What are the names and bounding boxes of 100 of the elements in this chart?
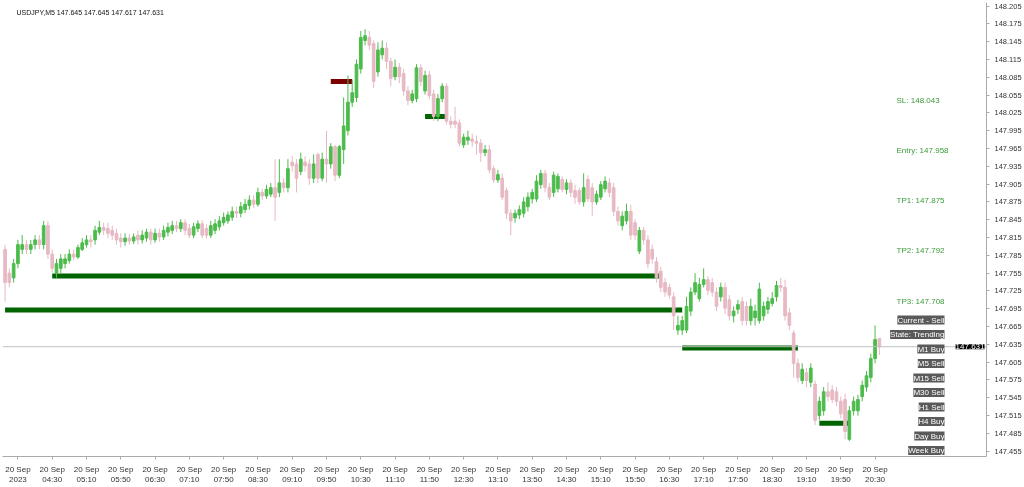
- candlestick: [298, 152, 303, 176]
- candlestick: [328, 142, 333, 170]
- x-tick-label: 20 Sep 20:30: [862, 464, 889, 485]
- x-tick-label: 20 Sep 19:10: [793, 464, 820, 485]
- candlestick: [273, 158, 277, 222]
- candlestick: [106, 222, 110, 239]
- candlestick: [196, 219, 200, 233]
- x-tick-label: 20 Sep 04:30: [39, 464, 66, 485]
- candlestick: [307, 158, 312, 186]
- x-tick-label: 20 Sep 09:50: [313, 464, 340, 485]
- x-tick-label: 20 Sep 14:30: [553, 464, 580, 485]
- annotation: H1 Sell: [918, 402, 945, 412]
- x-tick-label: 20 Sep 11:50: [416, 464, 443, 485]
- candlestick: [277, 158, 282, 198]
- candlestick: [736, 299, 740, 315]
- annotation: Week Buy: [908, 446, 945, 456]
- annotation: M1 Buy: [917, 344, 945, 354]
- candlestick: [551, 171, 556, 198]
- candlestick: [213, 218, 217, 235]
- x-tick-label: 20 Sep 17:50: [725, 464, 752, 485]
- annotation: TP1: 147.875: [896, 196, 946, 206]
- candlestick: [620, 210, 625, 231]
- candlestick: [376, 41, 380, 78]
- candlestick: [826, 381, 830, 402]
- candlestick: [723, 282, 727, 315]
- candlestick: [243, 198, 247, 214]
- candlestick: [58, 253, 63, 274]
- candlestick: [311, 153, 316, 184]
- candlestick: [526, 191, 530, 212]
- candlestick: [740, 296, 745, 326]
- candlestick: [136, 229, 140, 246]
- candlestick: [573, 184, 577, 205]
- x-tick-label: 20 Sep 09:10: [279, 464, 306, 485]
- candlestick: [706, 275, 710, 296]
- candlestick: [521, 196, 526, 218]
- x-tick-label: 20 Sep 15:50: [622, 464, 649, 485]
- candlestick: [697, 277, 702, 303]
- annotation: H4 Buy: [918, 417, 945, 427]
- candlestick: [320, 152, 325, 182]
- annotation: TP3: 147.708: [896, 296, 946, 306]
- candlestick: [423, 70, 427, 95]
- candlestick: [418, 63, 423, 87]
- candlestick: [718, 282, 723, 303]
- candlestick: [800, 362, 805, 385]
- annotation: State: Trending: [890, 330, 945, 340]
- candlestick: [93, 225, 97, 246]
- x-tick-label: 20 Sep 06:30: [142, 464, 169, 485]
- x-tick-label: 20 Sep 05:50: [108, 464, 135, 485]
- annotation: Current - Sell: [897, 315, 945, 325]
- candlestick: [166, 222, 170, 237]
- candlestick: [821, 386, 826, 417]
- candlestick: [393, 58, 397, 81]
- candlestick: [586, 174, 590, 203]
- ref-line-label: 147.631: [955, 342, 986, 352]
- x-tick-label: 20 Sep 13:50: [519, 464, 546, 485]
- candlestick: [581, 172, 586, 208]
- candlestick: [466, 130, 470, 146]
- x-tick-label: 20 Sep 15:10: [588, 464, 615, 485]
- x-tick-label: 20 Sep 05:10: [73, 464, 100, 485]
- x-tick-label: 20 Sep 12:30: [450, 464, 477, 485]
- candlestick: [598, 180, 603, 201]
- x-tick-label: 20 Sep 07:50: [210, 464, 237, 485]
- x-tick-label: 20 Sep 16:30: [656, 464, 683, 485]
- candlestick: [637, 226, 642, 255]
- x-tick-label: 20 Sep 11:10: [382, 464, 409, 485]
- candlestick: [41, 220, 46, 250]
- x-tick-label: 20 Sep 08:30: [245, 464, 272, 485]
- candlestick: [324, 130, 329, 184]
- x-tick-label: 20 Sep 10:30: [348, 464, 375, 485]
- annotation: M5 Sell: [917, 359, 945, 369]
- x-tick-label: 20 Sep 13:10: [485, 464, 512, 485]
- candlestick: [556, 172, 560, 193]
- candlestick: [63, 253, 67, 269]
- candlestick: [513, 209, 517, 224]
- candlestick: [286, 158, 290, 193]
- candlestick: [474, 134, 479, 155]
- candlestick: [316, 152, 320, 184]
- candlestick: [671, 291, 676, 331]
- candlestick: [483, 144, 487, 157]
- candlestick: [123, 232, 127, 247]
- annotation: SL: 148.043: [896, 96, 941, 106]
- candlestick: [33, 234, 37, 250]
- x-tick-label: 20 Sep 2023: [5, 464, 32, 485]
- annotation: M15 Sell: [913, 373, 945, 383]
- candlestick: [256, 187, 260, 208]
- x-tick-label: 20 Sep 19:50: [828, 464, 855, 485]
- candlestick: [628, 204, 633, 241]
- annotation: Day Buy: [914, 431, 945, 441]
- candlestick: [766, 296, 770, 315]
- candlestick: [646, 234, 650, 269]
- candlestick: [478, 138, 483, 163]
- x-tick-label: 20 Sep 18:30: [759, 464, 786, 485]
- annotation: TP2: 147.792: [896, 245, 946, 255]
- candlestick: [496, 169, 500, 184]
- annotation: M30 Sell: [913, 388, 945, 398]
- candlestick: [748, 298, 753, 326]
- annotation: Entry: 147.958: [896, 145, 950, 155]
- x-tick-label: 20 Sep 17:10: [690, 464, 717, 485]
- candlestick: [676, 315, 680, 336]
- x-tick-label: 20 Sep 07:10: [176, 464, 203, 485]
